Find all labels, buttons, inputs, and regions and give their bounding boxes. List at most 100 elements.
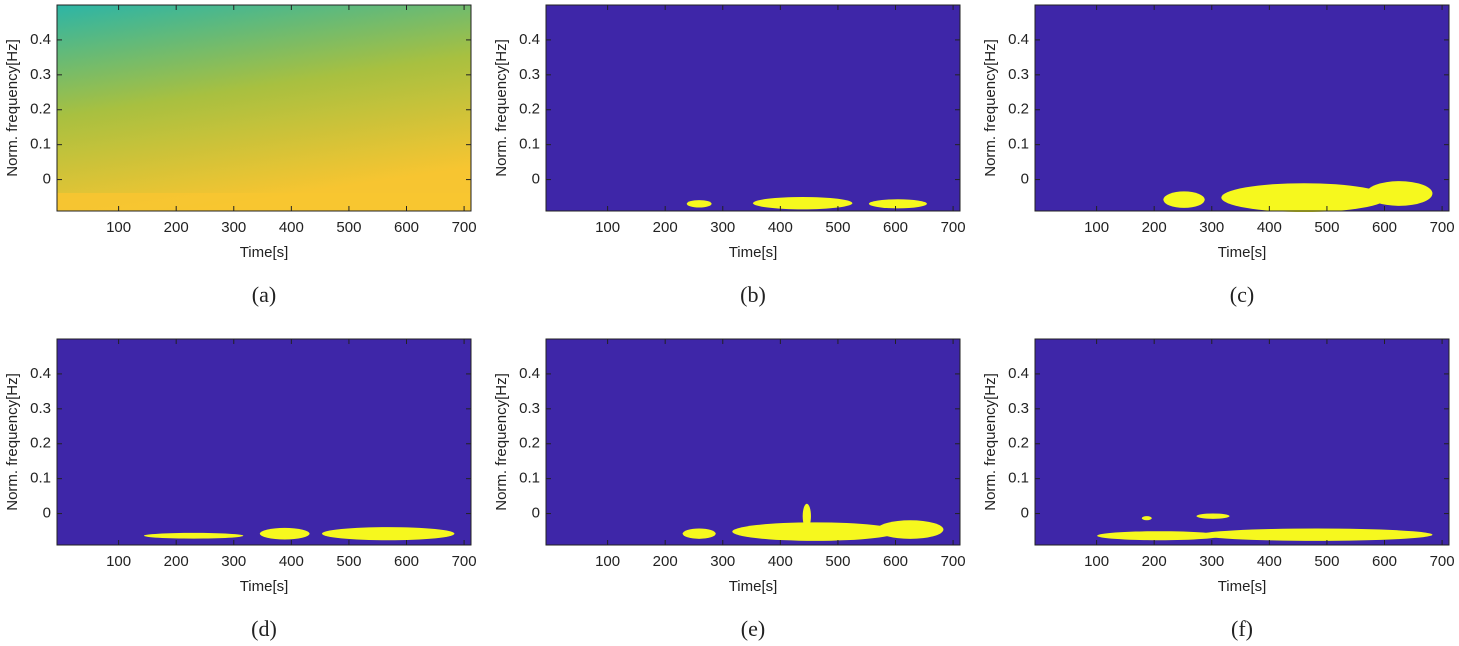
panel: 100 200 300 400 500 600 700 0 0.1 0.2 0.3 0.4 Time[s…: [493, 338, 966, 641]
y-tick-label: 0.4: [1008, 31, 1029, 48]
plot-frame: [56, 338, 472, 546]
y-tick-label: 0.2: [1008, 435, 1029, 452]
plot-frame: [545, 338, 961, 546]
y-axis-label: Norm. frequency[Hz]: [982, 373, 999, 511]
heatmap: [1035, 5, 1449, 211]
panel: 100 200 300 400 500 600 700 0 0.1 0.2 0.3 0.4 Time[s…: [4, 4, 477, 307]
x-tick-label: 100: [106, 219, 131, 236]
x-tick-label: 600: [394, 553, 419, 570]
x-axis-label: Time[s]: [1218, 578, 1267, 595]
x-axis-label: Time[s]: [729, 578, 778, 595]
x-tick-label: 500: [1314, 219, 1339, 236]
x-tick-label: 100: [1084, 553, 1109, 570]
caption: (b): [740, 282, 766, 307]
x-tick-label: 100: [595, 219, 620, 236]
x-tick-label: 700: [941, 219, 966, 236]
heatmap: [57, 339, 471, 545]
y-tick-label: 0.1: [30, 470, 51, 487]
caption: (c): [1230, 282, 1254, 307]
x-tick-label: 200: [1142, 553, 1167, 570]
x-tick-label: 300: [221, 219, 246, 236]
y-tick-label: 0.3: [1008, 66, 1029, 83]
x-axis-label: Time[s]: [240, 244, 289, 261]
y-tick-label: 0.4: [519, 31, 540, 48]
heatmap-region: [259, 527, 310, 540]
y-tick-label: 0.1: [30, 136, 51, 153]
y-tick-label: 0.3: [1008, 400, 1029, 417]
x-tick-label: 700: [1430, 553, 1455, 570]
heatmap-region: [682, 528, 716, 539]
y-axis-label: Norm. frequency[Hz]: [982, 39, 999, 177]
heatmap-region: [877, 520, 944, 539]
x-tick-label: 500: [1314, 553, 1339, 570]
caption: (f): [1231, 616, 1253, 641]
x-tick-label: 400: [1257, 219, 1282, 236]
heatmap-region: [732, 522, 898, 541]
x-tick-label: 200: [653, 219, 678, 236]
y-tick-label: 0: [532, 171, 540, 188]
heatmap: [1035, 339, 1449, 545]
panel: 100 200 300 400 500 600 700 0 0.1 0.2 0.3 0.4 Time[s…: [982, 4, 1455, 307]
y-tick-label: 0.3: [519, 400, 540, 417]
y-tick-label: 0: [532, 505, 540, 522]
y-tick-label: 0.2: [519, 101, 540, 118]
heatmap-region: [1097, 531, 1222, 541]
x-tick-label: 200: [653, 553, 678, 570]
heatmap: [57, 5, 471, 211]
x-tick-label: 400: [768, 553, 793, 570]
x-tick-label: 300: [710, 219, 735, 236]
heatmap-region: [868, 199, 927, 209]
x-tick-label: 300: [1199, 553, 1224, 570]
y-tick-label: 0.3: [519, 66, 540, 83]
y-tick-label: 0.2: [30, 435, 51, 452]
y-tick-label: 0.1: [1008, 470, 1029, 487]
y-tick-label: 0.4: [30, 31, 51, 48]
x-tick-label: 200: [164, 219, 189, 236]
heatmap-region: [1163, 191, 1205, 208]
y-tick-label: 0: [1021, 505, 1029, 522]
caption: (e): [741, 616, 765, 641]
x-tick-label: 500: [825, 219, 850, 236]
y-tick-label: 0.4: [1008, 365, 1029, 382]
x-tick-label: 200: [1142, 219, 1167, 236]
heatmap-region: [143, 532, 244, 539]
y-tick-label: 0.1: [519, 470, 540, 487]
heatmap-region: [753, 196, 853, 210]
y-tick-label: 0.4: [30, 365, 51, 382]
y-axis-label: Norm. frequency[Hz]: [493, 373, 510, 511]
caption: (a): [252, 282, 276, 307]
x-tick-label: 100: [1084, 219, 1109, 236]
y-tick-label: 0.2: [519, 435, 540, 452]
y-tick-label: 0.2: [1008, 101, 1029, 118]
y-tick-label: 0.2: [30, 101, 51, 118]
x-tick-label: 500: [336, 219, 361, 236]
heatmap: [546, 5, 960, 211]
heatmap-region: [321, 527, 455, 541]
x-tick-label: 700: [452, 553, 477, 570]
x-tick-label: 600: [1372, 553, 1397, 570]
plot-frame: [56, 4, 472, 212]
heatmap-region: [1200, 528, 1433, 541]
heatmap-region: [686, 200, 712, 208]
panel: 100 200 300 400 500 600 700 0 0.1 0.2 0.3 0.4 Time[s…: [493, 4, 966, 307]
heatmap-band: [57, 193, 471, 211]
y-tick-label: 0: [1021, 171, 1029, 188]
x-tick-label: 600: [394, 219, 419, 236]
heatmap-region: [1221, 183, 1387, 213]
y-axis-label: Norm. frequency[Hz]: [4, 373, 21, 511]
x-tick-label: 700: [452, 219, 477, 236]
plot-frame: [1034, 4, 1450, 212]
caption: (d): [251, 616, 277, 641]
y-tick-label: 0.1: [1008, 136, 1029, 153]
x-tick-label: 400: [279, 553, 304, 570]
y-tick-label: 0.3: [30, 400, 51, 417]
x-tick-label: 400: [1257, 553, 1282, 570]
heatmap-region: [1141, 516, 1152, 521]
y-tick-label: 0: [43, 505, 51, 522]
y-axis-label: Norm. frequency[Hz]: [493, 39, 510, 177]
x-tick-label: 400: [279, 219, 304, 236]
x-tick-label: 500: [825, 553, 850, 570]
plot-frame: [545, 4, 961, 212]
x-tick-label: 700: [1430, 219, 1455, 236]
x-tick-label: 300: [221, 553, 246, 570]
